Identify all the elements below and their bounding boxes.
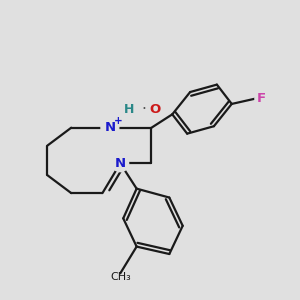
Text: F: F — [256, 92, 266, 105]
Circle shape — [112, 155, 129, 172]
Text: +: + — [114, 116, 123, 126]
Text: O: O — [149, 103, 161, 116]
Text: ·: · — [142, 102, 146, 117]
Circle shape — [255, 93, 267, 104]
Text: N: N — [104, 121, 116, 134]
Text: N: N — [115, 157, 126, 170]
Text: H: H — [124, 103, 134, 116]
Circle shape — [101, 119, 119, 136]
Text: CH₃: CH₃ — [110, 272, 131, 282]
